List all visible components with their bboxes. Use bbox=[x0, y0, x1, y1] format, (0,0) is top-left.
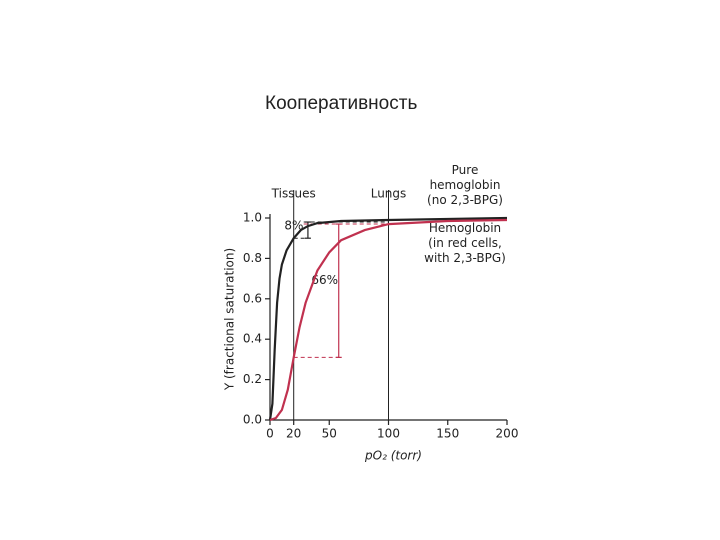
y-tick-label: 0.4 bbox=[243, 332, 262, 346]
difference-label: 66% bbox=[311, 273, 338, 287]
slide-title: Кооперативность bbox=[265, 93, 417, 114]
line-series bbox=[268, 216, 508, 421]
legend-label: Pure hemoglobin (no 2,3-BPG) bbox=[427, 163, 503, 207]
x-tick-label: 20 bbox=[286, 427, 301, 441]
y-tick-label: 1.0 bbox=[243, 211, 262, 225]
y-tick-label: 0.0 bbox=[243, 413, 262, 427]
x-tick-label: 100 bbox=[377, 427, 400, 441]
y-tick-label: 0.2 bbox=[243, 372, 262, 386]
y-tick-label: 0.6 bbox=[243, 291, 262, 305]
x-tick-label: 0 bbox=[266, 427, 274, 441]
y-tick-label: 0.8 bbox=[243, 251, 262, 265]
x-tick-label: 50 bbox=[322, 427, 337, 441]
x-tick-label: 150 bbox=[436, 427, 459, 441]
y-axis-label: Y (fractional saturation) bbox=[223, 248, 237, 391]
marker-label: Lungs bbox=[371, 187, 407, 201]
marker-label: Tissues bbox=[271, 187, 316, 201]
x-tick-label: 200 bbox=[496, 427, 519, 441]
difference-label: 8% bbox=[284, 219, 303, 233]
line-series bbox=[269, 218, 508, 422]
x-axis-label: pO₂ (torr) bbox=[364, 449, 422, 463]
legend-label: Hemoglobin (in red cells, with 2,3-BPG) bbox=[424, 221, 506, 265]
